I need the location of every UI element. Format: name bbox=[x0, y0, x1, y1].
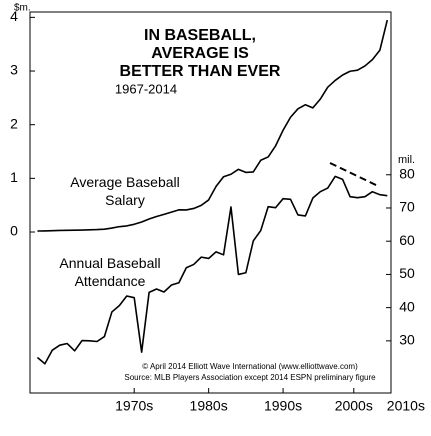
series-label: Annual Baseball Attendance bbox=[59, 255, 161, 289]
y-tick-label: 3 bbox=[10, 62, 18, 78]
x-tick-label: 1970s bbox=[115, 398, 153, 414]
y2-tick-label: 30 bbox=[399, 332, 415, 348]
y2-tick-label: 50 bbox=[399, 265, 415, 281]
subtitle: 1967-2014 bbox=[115, 81, 177, 96]
x-tick-label: 1980s bbox=[190, 398, 228, 414]
series-line bbox=[36, 175, 388, 365]
x-tick-label: 2000s bbox=[335, 398, 373, 414]
y2-tick-label: 70 bbox=[399, 199, 415, 215]
x-tick-label: 2010s bbox=[387, 398, 425, 414]
source: Source: MLB Players Association except 2… bbox=[124, 373, 376, 382]
title-line: BETTER THAN EVER bbox=[120, 63, 281, 80]
source: © April 2014 Elliott Wave International … bbox=[142, 362, 358, 371]
series-line bbox=[37, 19, 389, 232]
series-label: Average Baseball Salary bbox=[70, 174, 180, 208]
y-tick-label: 4 bbox=[10, 8, 18, 24]
x-tick-label: 1990s bbox=[264, 398, 302, 414]
y2-unit: mil. bbox=[398, 154, 415, 166]
y-tick-label: 2 bbox=[10, 115, 18, 131]
plot-frame bbox=[29, 11, 392, 394]
title-line: IN BASEBALL, bbox=[144, 27, 256, 44]
y-tick-label: 0 bbox=[10, 223, 18, 239]
title-line: AVERAGE IS bbox=[151, 45, 249, 62]
trend-line bbox=[329, 162, 379, 187]
y-tick-label: 1 bbox=[10, 169, 18, 185]
y-unit: $m. bbox=[14, 3, 31, 14]
y2-tick-label: 40 bbox=[399, 298, 415, 314]
y2-tick-label: 60 bbox=[399, 232, 415, 248]
y2-tick-label: 80 bbox=[399, 165, 415, 181]
